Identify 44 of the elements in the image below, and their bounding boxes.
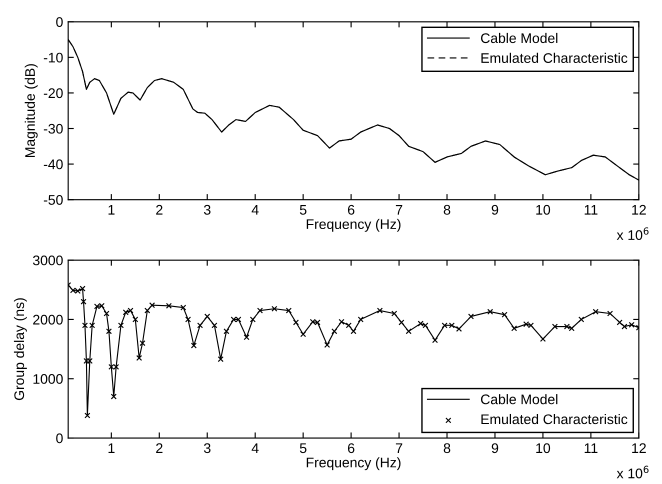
y-tick-label: -30 xyxy=(44,124,63,134)
legend-label: Emulated Characteristic xyxy=(481,414,628,424)
y-tick-label: -50 xyxy=(44,194,63,205)
x-tick-label: 5 xyxy=(300,443,306,454)
x-tick-label: 4 xyxy=(252,443,259,453)
x-axis-title: Frequency (Hz) xyxy=(306,218,400,232)
x-tick-label: 8 xyxy=(444,204,450,215)
legend-label: Cable Model xyxy=(481,32,558,44)
x-tick-label: 9 xyxy=(492,443,498,454)
legend-label: Emulated Characteristic xyxy=(481,52,628,63)
x-tick-label: 6 xyxy=(348,443,354,454)
x-tick-label: 1 xyxy=(108,443,115,453)
y-tick-label: 2000 xyxy=(33,314,63,325)
x-tick-label: 4 xyxy=(252,205,259,215)
x-tick-label: 11 xyxy=(584,205,598,215)
y-axis-title: Magnitude (dB) xyxy=(24,64,38,158)
x-tick-label: 10 xyxy=(536,443,550,454)
x-tick-label: 5 xyxy=(300,205,306,215)
x-tick-label: 2 xyxy=(156,443,162,453)
x-tick-label: 1 xyxy=(108,205,115,215)
x-axis-title: Frequency (Hz) xyxy=(306,457,400,470)
y-tick-label: -40 xyxy=(44,159,63,170)
y-axis-title: Group delay (ns) xyxy=(14,298,27,400)
x-tick-label: 7 xyxy=(396,443,402,453)
x-tick-label: 3 xyxy=(204,204,210,215)
legend-label: Cable Model xyxy=(481,394,558,404)
y-tick-label: 0 xyxy=(56,17,63,27)
x-tick-label: 11 xyxy=(584,443,598,453)
y-tick-label: 0 xyxy=(56,433,63,444)
y-tick-label: -10 xyxy=(44,52,63,63)
y-tick-label: -20 xyxy=(44,88,63,98)
x-tick-label: 9 xyxy=(492,204,498,215)
x-tick-label: 12 xyxy=(632,443,646,453)
x-tick-label: 8 xyxy=(444,443,450,454)
x-tick-label: 10 xyxy=(536,204,550,215)
x-tick-label: 12 xyxy=(632,204,646,215)
x-tick-label: 6 xyxy=(348,204,354,215)
text: x 10$^{6}$ xyxy=(616,227,649,240)
y-tick-label: 3000 xyxy=(32,255,63,266)
y-tick-label: 1000 xyxy=(33,374,63,384)
x-tick-label: 3 xyxy=(204,443,210,454)
x-tick-label: 2 xyxy=(156,204,162,215)
text: x 10$^{6}$ xyxy=(616,466,649,478)
x-tick-label: 7 xyxy=(396,205,402,215)
